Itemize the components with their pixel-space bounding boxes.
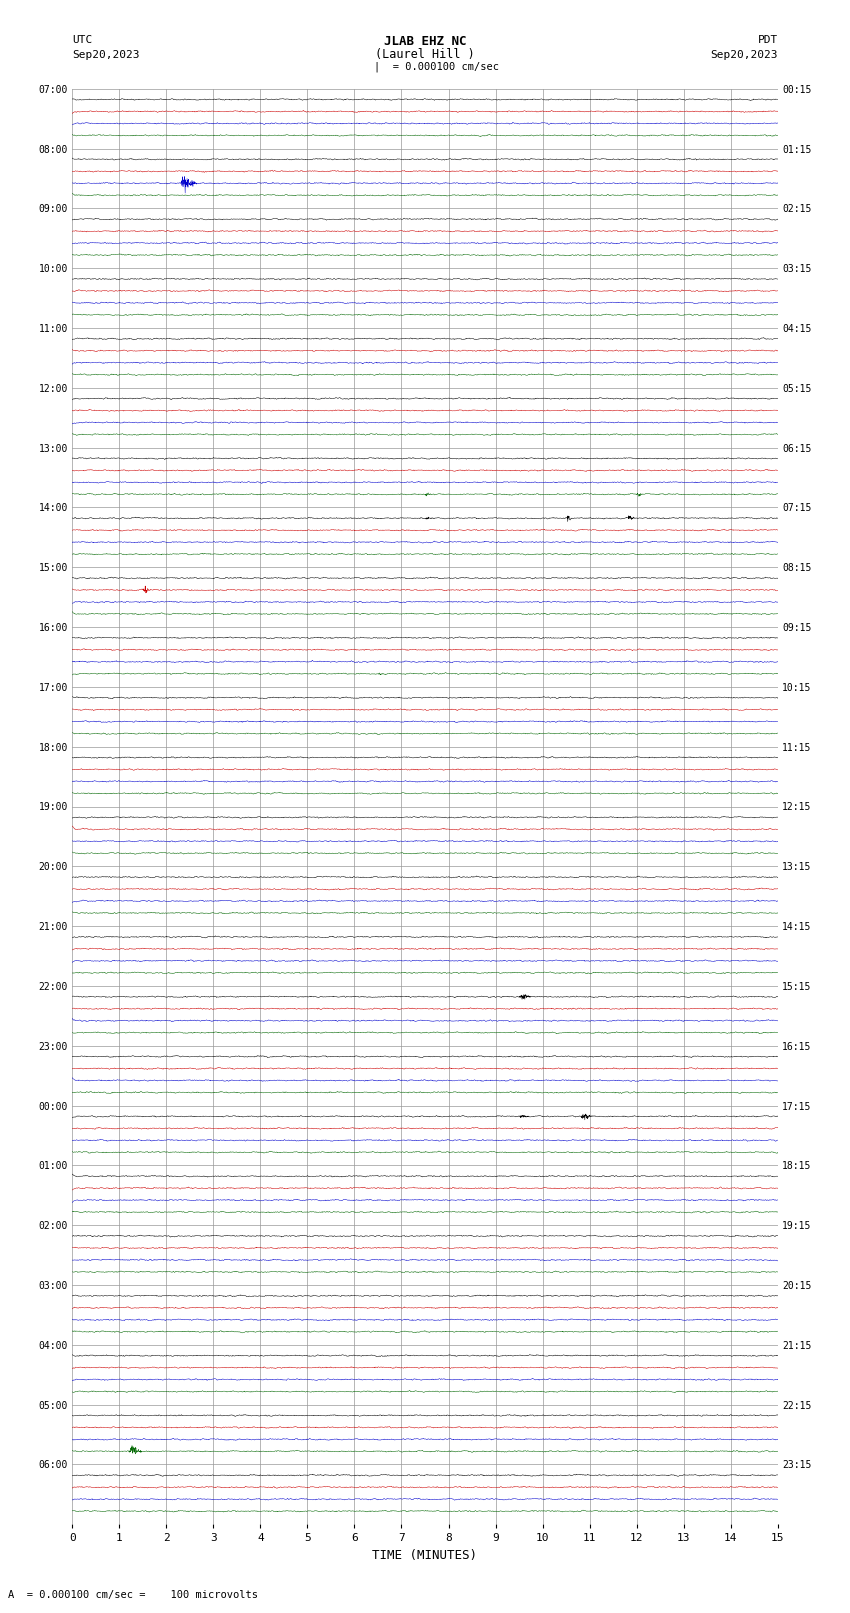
Text: PDT: PDT xyxy=(757,35,778,45)
Text: UTC: UTC xyxy=(72,35,93,45)
Text: (Laurel Hill ): (Laurel Hill ) xyxy=(375,48,475,61)
Text: Sep20,2023: Sep20,2023 xyxy=(72,50,139,60)
X-axis label: TIME (MINUTES): TIME (MINUTES) xyxy=(372,1548,478,1561)
Text: A  = 0.000100 cm/sec =    100 microvolts: A = 0.000100 cm/sec = 100 microvolts xyxy=(8,1590,258,1600)
Text: Sep20,2023: Sep20,2023 xyxy=(711,50,778,60)
Text: JLAB EHZ NC: JLAB EHZ NC xyxy=(383,35,467,48)
Text: |  = 0.000100 cm/sec: | = 0.000100 cm/sec xyxy=(374,61,499,73)
